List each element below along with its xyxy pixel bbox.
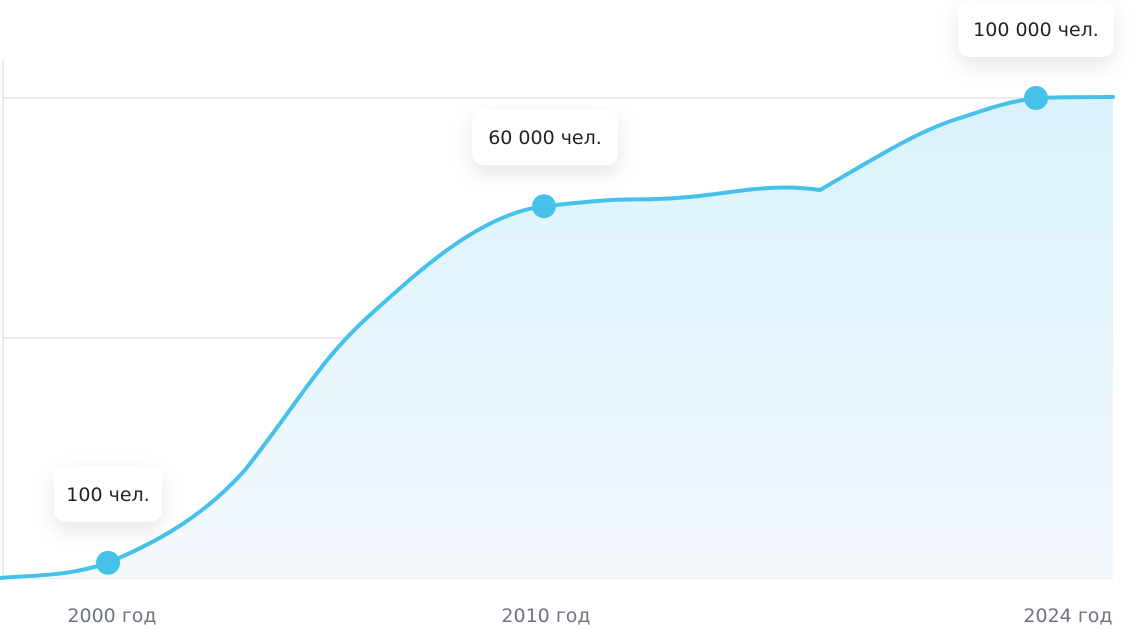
data-label-text-0: 100 чел. <box>66 484 149 506</box>
data-point-0 <box>96 550 120 575</box>
series-line <box>0 95 1115 580</box>
data-label-box-1 <box>472 109 618 166</box>
data-label-box-2 <box>958 1 1114 57</box>
data-label-0: 100 чел. <box>54 465 162 522</box>
series-area-fill <box>0 97 1113 578</box>
data-label-text-2: 100 000 чел. <box>973 19 1099 41</box>
data-label-box-0 <box>54 465 162 522</box>
data-point-2 <box>1024 86 1048 110</box>
x-tick-label-2: 2024 год <box>1023 605 1112 627</box>
data-label-text-1: 60 000 чел. <box>488 127 602 149</box>
x-tick-label-1: 2010 год <box>501 605 590 627</box>
x-tick-label-0: 2000 год <box>67 605 156 627</box>
data-label-2: 100 000 чел. <box>958 1 1114 57</box>
data-label-1: 60 000 чел. <box>472 109 618 166</box>
data-point-1 <box>532 194 556 219</box>
